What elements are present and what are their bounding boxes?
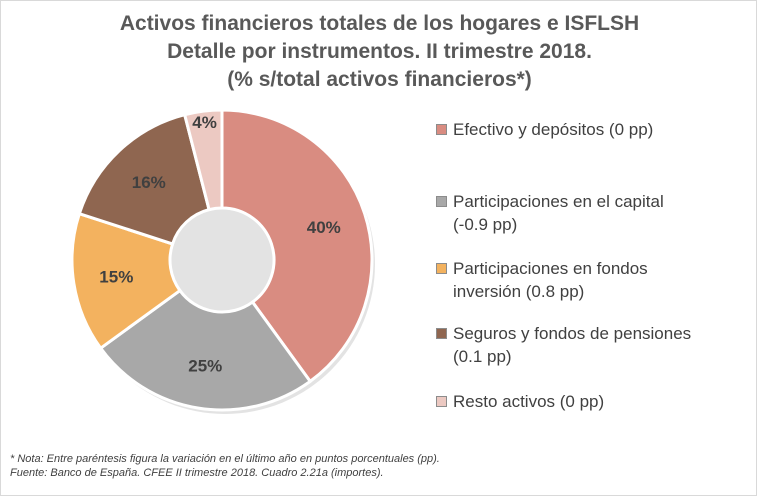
chart-subtitle: Detalle por instrumentos. II trimestre 2…	[167, 40, 592, 63]
data-label-efectivo: 40%	[307, 218, 341, 237]
slice-capital	[98, 288, 313, 412]
footnote-note: * Nota: Entre paréntesis figura la varia…	[10, 453, 440, 465]
legend-label-seguros: Seguros y fondos de pensiones (0.1 pp)	[453, 322, 753, 368]
slice-seguros	[77, 112, 211, 246]
legend-swatch-fondos	[436, 263, 447, 274]
legend-label-efectivo: Efectivo y depósitos (0 pp)	[453, 118, 753, 141]
chart-title-block: Activos financieros totales de los hogar…	[0, 10, 759, 94]
legend-line: Resto activos (0 pp)	[453, 392, 605, 411]
legend-line: Participaciones en el capital	[453, 192, 664, 211]
legend-swatch-efectivo	[436, 124, 447, 135]
legend-swatch-resto	[436, 396, 447, 407]
data-label-seguros: 16%	[132, 173, 166, 192]
data-label-capital: 25%	[188, 357, 222, 376]
legend-line: (-0.9 pp)	[453, 215, 518, 234]
legend-line: inversión (0.8 pp)	[453, 282, 585, 301]
chart-title: Activos financieros totales de los hogar…	[119, 12, 640, 35]
legend-label-fondos: Participaciones en fondos inversión (0.8 …	[453, 257, 753, 303]
slice-efectivo	[220, 108, 374, 384]
slice-fondos	[70, 211, 183, 351]
data-label-resto: 4%	[192, 113, 217, 132]
legend-line: Efectivo y depósitos (0 pp)	[453, 120, 654, 139]
legend-label-resto: Resto activos (0 pp)	[453, 390, 753, 413]
legend-line: Participaciones en fondos	[453, 259, 648, 278]
chart-footnote: * Nota: Entre paréntesis figura la varia…	[10, 452, 755, 480]
legend-label-capital: Participaciones en el capital (-0.9 pp)	[453, 190, 753, 236]
legend-line: Seguros y fondos de pensiones	[453, 324, 692, 343]
slice-resto	[182, 108, 224, 212]
footnote-source: Fuente: Banco de España. CFEE II trimest…	[10, 467, 384, 479]
legend-swatch-seguros	[436, 328, 447, 339]
legend-swatch-capital	[436, 196, 447, 207]
legend-line: (0.1 pp)	[453, 347, 512, 366]
chart-subtitle-units: (% s/total activos financieros*)	[227, 68, 532, 91]
data-label-fondos: 15%	[99, 268, 133, 287]
